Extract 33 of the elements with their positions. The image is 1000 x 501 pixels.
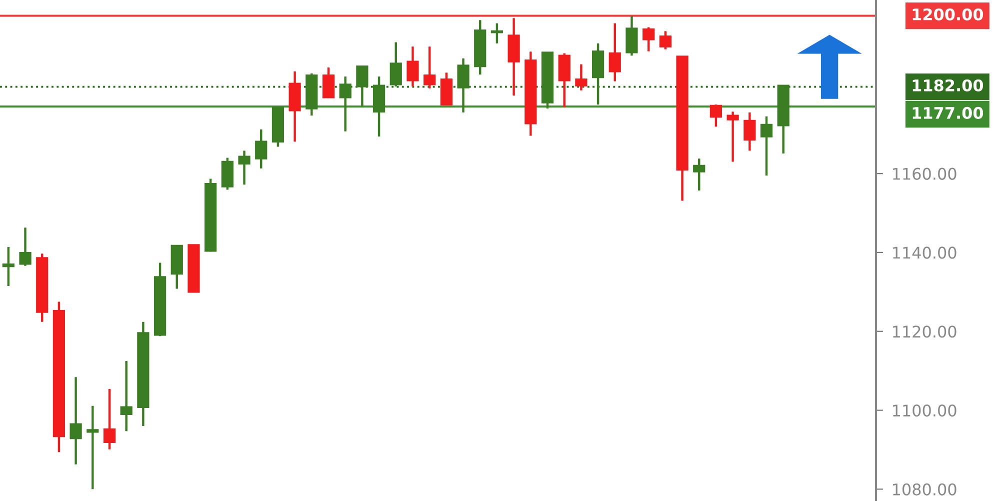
- candlestick: [406, 45, 419, 88]
- y-tick-label: 1160.00: [893, 168, 956, 180]
- candlestick: [710, 103, 722, 128]
- candlestick: [659, 30, 672, 50]
- candlestick: [238, 150, 250, 186]
- candlestick: [120, 360, 132, 432]
- candlestick: [339, 75, 352, 132]
- candlestick: [490, 22, 504, 45]
- y-tick-label: 1120.00: [893, 326, 956, 338]
- candlestick: [693, 157, 706, 192]
- candlestick: [2, 246, 14, 288]
- ref-line-label: 1177.00: [912, 106, 984, 119]
- candlestick: [322, 66, 335, 99]
- candlestick: [726, 110, 739, 163]
- candlestick: [457, 57, 470, 114]
- y-tick-label: 1080.00: [893, 483, 956, 496]
- candlestick: [760, 115, 773, 177]
- ref-line-label: 1182.00: [912, 79, 984, 92]
- candlestick: [744, 111, 756, 152]
- y-tick-label: 1100.00: [893, 404, 956, 417]
- candlestick: [356, 65, 368, 108]
- candlestick: [70, 376, 82, 466]
- candlestick: [19, 226, 32, 267]
- y-tick-label: 1140.00: [893, 246, 956, 259]
- candlestick: [255, 128, 268, 170]
- candlestick: [103, 388, 116, 450]
- candlestick: [86, 404, 99, 490]
- candlestick: [608, 22, 621, 82]
- ref-line-label: 1200.00: [912, 8, 984, 20]
- candlestick: [424, 45, 436, 90]
- candlestick: [390, 41, 402, 88]
- candlestick: [575, 63, 588, 92]
- candlestick: [642, 26, 655, 52]
